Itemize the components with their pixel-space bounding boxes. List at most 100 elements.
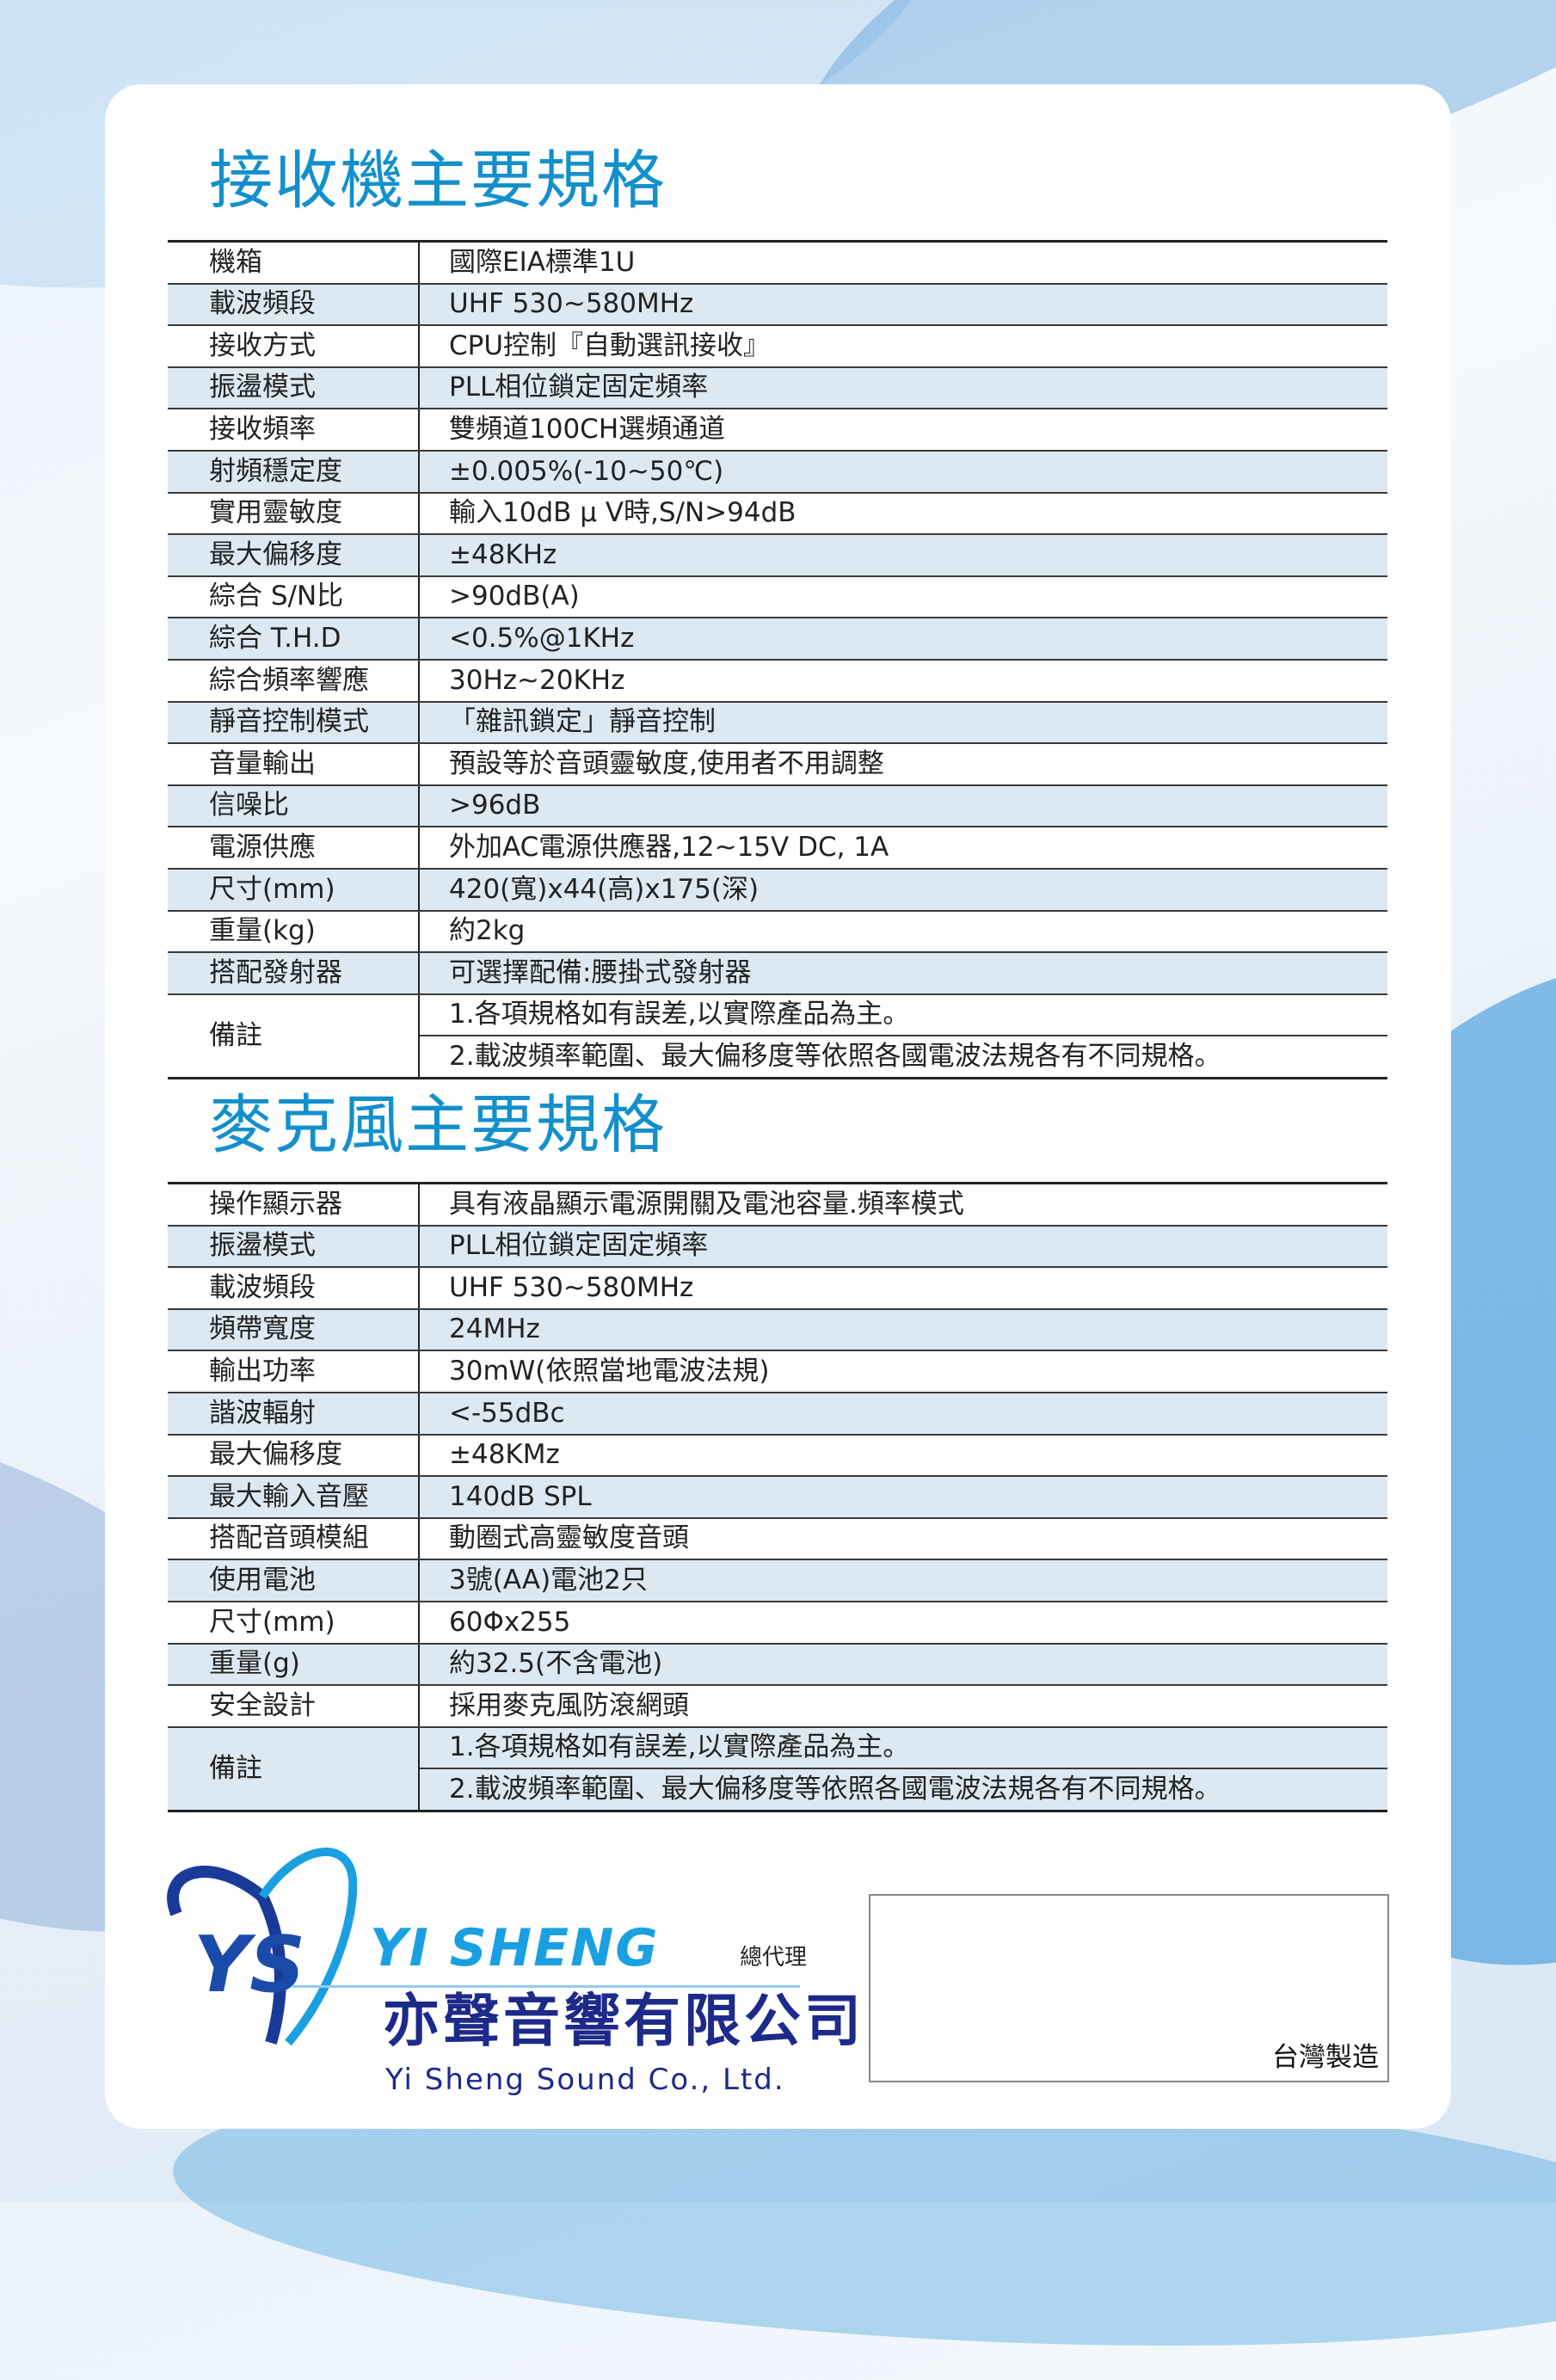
spec-value: 60Φx255 [419,1601,1387,1645]
spec-row: 電源供應 外加AC電源供應器,12~15V DC, 1A [168,827,1387,870]
spec-row: 綜合 T.H.D <0.5%@1KHz [168,618,1387,661]
spec-row: 載波頻段 UHF 530~580MHz [168,1267,1387,1310]
notes-row: 2.載波頻率範圍、最大偏移度等依照各國電波法規各有不同規格。 [168,1036,1387,1079]
spec-label: 綜合頻率響應 [168,659,420,703]
spec-value: UHF 530~580MHz [419,283,1387,327]
spec-row: 最大偏移度 ±48KHz [168,534,1387,577]
spec-row: 實用靈敏度 輸入10dB μ V時,S/N>94dB [168,492,1387,536]
spec-row: 載波頻段 UHF 530~580MHz [168,283,1387,327]
note-item: 1.各項規格如有誤差,以實際產品為主。 [419,1726,1387,1770]
spec-value: UHF 530~580MHz [419,1267,1387,1310]
spec-row: 最大偏移度 ±48KMz [168,1434,1387,1478]
spec-value: >96dB [419,784,1387,828]
spec-value: 24MHz [419,1308,1387,1352]
spec-value: 3號(AA)電池2只 [419,1559,1387,1602]
notes-label: 備註 [168,993,420,1079]
yi-sheng-logo-icon: YS [167,1848,357,2046]
notes-row: 備註 1.各項規格如有誤差,以實際產品為主。 [168,993,1387,1079]
spec-value: <0.5%@1KHz [419,618,1387,661]
spec-row: 尺寸(mm) 420(寬)x44(高)x175(深) [168,868,1387,912]
logo-divider [292,1985,800,1988]
note-item: 2.載波頻率範圍、最大偏移度等依照各國電波法規各有不同規格。 [419,1768,1387,1812]
spec-value: <-55dBc [419,1392,1387,1436]
spec-label: 安全設計 [168,1685,420,1728]
spec-label: 載波頻段 [168,1267,420,1310]
spec-label: 射頻穩定度 [168,450,420,494]
spec-value: 約2kg [419,910,1387,954]
spec-row: 振盪模式 PLL相位鎖定固定頻率 [168,1225,1387,1269]
spec-value: 約32.5(不含電池) [419,1643,1387,1687]
spec-value: 可選擇配備:腰掛式發射器 [419,952,1387,995]
spec-row: 綜合頻率響應 30Hz~20KHz [168,659,1387,703]
spec-label: 綜合 S/N比 [168,575,420,619]
spec-label: 搭配發射器 [168,952,420,995]
note-item: 2.載波頻率範圍、最大偏移度等依照各國電波法規各有不同規格。 [419,1036,1387,1079]
spec-value: ±48KHz [419,534,1387,577]
spec-row: 振盪模式 PLL相位鎖定固定頻率 [168,366,1387,410]
spec-row: 頻帶寬度 24MHz [168,1308,1387,1352]
spec-value: 「雜訊鎖定」靜音控制 [419,701,1387,745]
spec-value: 採用麥克風防滾網頭 [419,1685,1387,1728]
spec-value: 30mW(依照當地電波法規) [419,1350,1387,1393]
spec-label: 電源供應 [168,827,420,870]
spec-value: 140dB SPL [419,1476,1387,1519]
spec-row: 射頻穩定度 ±0.005%(-10~50℃) [168,450,1387,494]
spec-value: CPU控制『自動選訊接收』 [419,325,1387,368]
spec-row: 機箱 國際EIA標準1U [168,241,1387,285]
spec-label: 載波頻段 [168,283,420,327]
microphone-title: 麥克風主要規格 [209,1088,667,1162]
receiver-title: 接收機主要規格 [209,144,667,218]
spec-row: 信噪比 >96dB [168,784,1387,828]
spec-value: 30Hz~20KHz [419,659,1387,703]
spec-value: >90dB(A) [419,575,1387,619]
spec-row: 使用電池 3號(AA)電池2只 [168,1559,1387,1602]
company-name-en: Yi Sheng Sound Co., Ltd. [385,2063,785,2097]
spec-label: 頻帶寬度 [168,1308,420,1352]
spec-label: 振盪模式 [168,366,420,410]
spec-row: 綜合 S/N比 >90dB(A) [168,575,1387,619]
microphone-spec-table: 操作顯示器 具有液晶顯示電源開關及電池容量.頻率模式 振盪模式 PLL相位鎖定固… [168,1182,1387,1812]
spec-row: 操作顯示器 具有液晶顯示電源開關及電池容量.頻率模式 [168,1183,1387,1227]
spec-label: 操作顯示器 [168,1183,420,1227]
spec-label: 重量(kg) [168,910,420,954]
svg-text:YS: YS [194,1920,305,2010]
spec-value: 輸入10dB μ V時,S/N>94dB [419,492,1387,536]
notes-row: 2.載波頻率範圍、最大偏移度等依照各國電波法規各有不同規格。 [168,1768,1387,1812]
note-item: 1.各項規格如有誤差,以實際產品為主。 [419,993,1387,1037]
spec-label: 搭配音頭模組 [168,1517,420,1561]
spec-value: PLL相位鎖定固定頻率 [419,366,1387,410]
spec-label: 接收頻率 [168,409,420,452]
spec-label: 尺寸(mm) [168,868,420,912]
notes-row: 備註 1.各項規格如有誤差,以實際產品為主。 [168,1726,1387,1812]
spec-label: 振盪模式 [168,1225,420,1269]
spec-value: 雙頻道100CH選頻通道 [419,409,1387,452]
spec-label: 輸出功率 [168,1350,420,1393]
spec-label: 重量(g) [168,1643,420,1687]
spec-label: 接收方式 [168,325,420,368]
spec-value: ±48KMz [419,1434,1387,1478]
company-name-zh: 亦聲音響有限公司 [383,1987,864,2054]
spec-row: 尺寸(mm) 60Φx255 [168,1601,1387,1645]
spec-row: 搭配發射器 可選擇配備:腰掛式發射器 [168,952,1387,995]
spec-value: 420(寬)x44(高)x175(深) [419,868,1387,912]
spec-row: 重量(g) 約32.5(不含電池) [168,1643,1387,1687]
spec-row: 安全設計 採用麥克風防滾網頭 [168,1685,1387,1728]
spec-label: 實用靈敏度 [168,492,420,536]
spec-label: 信噪比 [168,784,420,828]
spec-value: 國際EIA標準1U [419,241,1387,285]
spec-value: 預設等於音頭靈敏度,使用者不用調整 [419,743,1387,786]
receiver-spec-table: 機箱 國際EIA標準1U 載波頻段 UHF 530~580MHz 接收方式 CP… [168,240,1387,1079]
spec-label: 最大輸入音壓 [168,1476,420,1519]
spec-row: 音量輸出 預設等於音頭靈敏度,使用者不用調整 [168,743,1387,786]
brand-name: YI SHENG [370,1918,660,1978]
notes-label: 備註 [168,1726,420,1812]
spec-value: PLL相位鎖定固定頻率 [419,1225,1387,1269]
spec-row: 諧波輻射 <-55dBc [168,1392,1387,1436]
spec-label: 尺寸(mm) [168,1601,420,1645]
agent-label: 總代理 [740,1945,808,1971]
spec-row: 輸出功率 30mW(依照當地電波法規) [168,1350,1387,1393]
spec-label: 靜音控制模式 [168,701,420,745]
spec-row: 靜音控制模式 「雜訊鎖定」靜音控制 [168,701,1387,745]
dealer-stamp-box: 台灣製造 [869,1894,1389,2082]
spec-label: 使用電池 [168,1559,420,1602]
